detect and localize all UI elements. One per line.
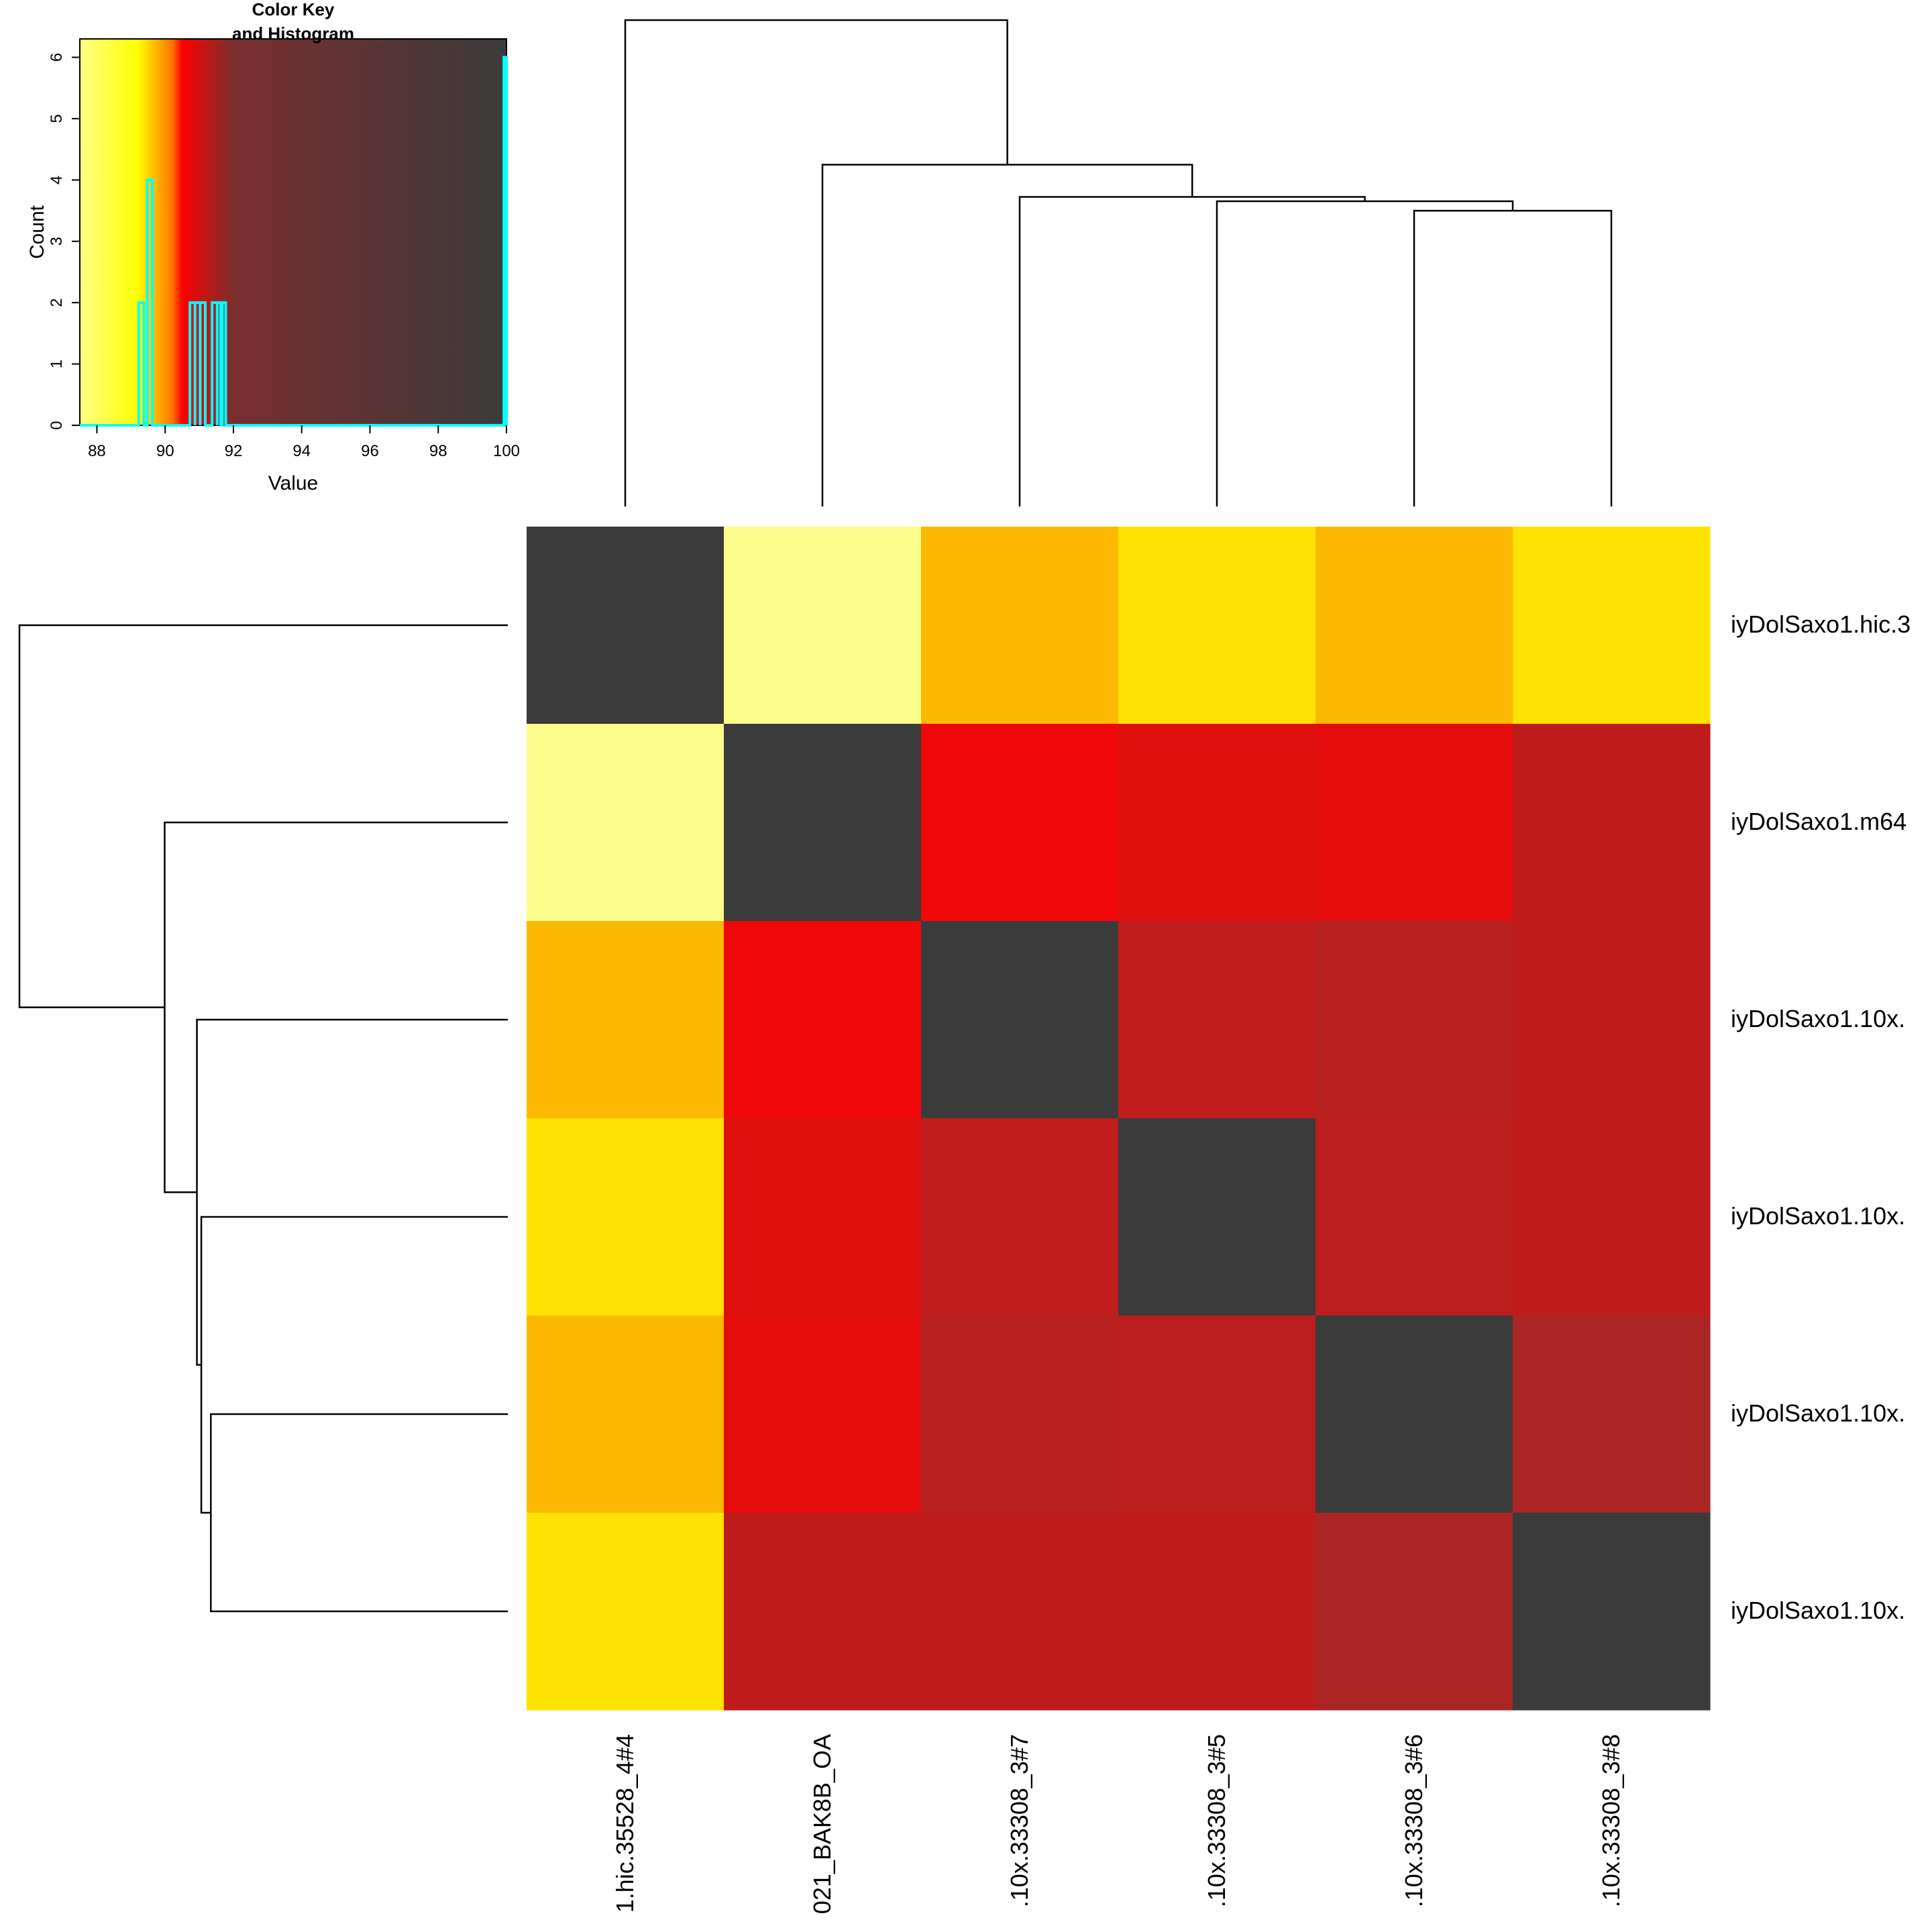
y-tick-label: 6 [48, 53, 66, 62]
x-tick-label: 98 [429, 442, 447, 460]
heatmap-cell: 91.7 [724, 1513, 922, 1711]
heatmap-cell: 91.4 [1118, 724, 1316, 922]
heatmap-cell: 91 [921, 724, 1119, 922]
x-tick-label: 100 [493, 442, 520, 460]
row-labels: iyDolSaxo1.hic.3 iyDolSaxo1.m64 iyDolSaxo1… [1731, 610, 1911, 1624]
column-dendrogram [624, 19, 1613, 506]
color-key-title-line2: and Histogram [232, 23, 354, 44]
x-tick-label: 92 [225, 442, 243, 460]
color-key-gradient [79, 38, 507, 426]
row-label: iyDolSaxo1.hic.3 [1731, 610, 1911, 638]
heatmap-cell: 100 [1118, 1118, 1316, 1316]
heatmap-cell: 91.8 [921, 1316, 1119, 1513]
heatmap-cell: 91.8 [1316, 921, 1513, 1119]
row-dendrogram-link [200, 1216, 508, 1514]
heatmap-cell: 91.1 [724, 1316, 922, 1513]
heatmap-cell: 100 [921, 921, 1119, 1119]
row-label: iyDolSaxo1.10x. [1731, 1202, 1905, 1230]
color-key-y-label: Count [26, 205, 48, 259]
x-tick-label: 90 [156, 442, 174, 460]
heatmap-cell: 89.5 [1513, 527, 1711, 724]
x-tick-label: 88 [88, 442, 106, 460]
color-key-x-axis: 88 90 92 94 96 98 100 [88, 425, 520, 460]
heatmap-cell: 91.7 [921, 1118, 1119, 1316]
heatmap-cell: 100 [724, 724, 922, 922]
row-dendrogram-link [210, 1413, 508, 1613]
column-dendrogram-link [1216, 200, 1514, 506]
y-tick-label: 0 [48, 421, 66, 429]
histogram-bars [80, 56, 508, 427]
y-tick-label: 2 [48, 298, 66, 307]
column-dendrogram-link [1413, 209, 1613, 506]
color-key-title-line1: Color Key [252, 0, 335, 19]
heatmap-cell: 100 [1316, 1316, 1513, 1513]
row-dendrogram-link [18, 624, 508, 1008]
row-label: iyDolSaxo1.m64 [1731, 808, 1907, 835]
row-dendrogram [18, 624, 508, 1613]
histogram-line [80, 56, 508, 427]
heatmap-cell: 91.7 [1316, 1118, 1513, 1316]
column-label: .10x.33308_3#8 [1597, 1734, 1625, 1907]
y-tick-label: 5 [48, 114, 66, 123]
heatmap-grid: 10088.790.389.590.389.588.71009191.491.1… [527, 527, 1711, 1711]
heatmap-cell: 91.7 [1118, 1316, 1316, 1513]
heatmap-cell: 91.4 [724, 1118, 922, 1316]
column-dendrogram-link [1018, 196, 1366, 506]
heatmap-cell: 89.5 [527, 1118, 724, 1316]
column-dendrogram-link [624, 19, 1008, 506]
column-label: .10x.33308_3#6 [1400, 1734, 1428, 1907]
heatmap-cell: 91.7 [1513, 724, 1711, 922]
heatmap-cell: 88.7 [527, 724, 724, 922]
x-tick-label: 96 [361, 442, 379, 460]
heatmap-cell: 90.3 [1316, 527, 1513, 724]
column-labels: 1.hic.35528_4#4 021_BAK8B_OA .10x.33308_3#… [611, 1734, 1625, 1914]
heatmap-cell: 91 [724, 921, 922, 1119]
column-dendrogram-link [821, 164, 1193, 506]
heatmap-cell: 88.7 [724, 527, 922, 724]
y-tick-label: 4 [48, 176, 66, 184]
heatmap-cell: 90.3 [921, 527, 1119, 724]
row-label: iyDolSaxo1.10x. [1731, 1399, 1905, 1427]
color-key-histogram: 88 90 92 94 96 98 100 0 1 2 3 4 5 6 Color Key and Hi… [26, 0, 520, 494]
heatmap-cell: 91.7 [1513, 1118, 1711, 1316]
column-label: .10x.33308_3#5 [1203, 1734, 1230, 1907]
heatmap-cell: 92.2 [1316, 1513, 1513, 1711]
row-label: iyDolSaxo1.10x. [1731, 1597, 1905, 1624]
heatmap-cell: 90.3 [527, 1316, 724, 1513]
heatmap-cell: 91.7 [1118, 1513, 1316, 1711]
heatmap-cell: 90.3 [527, 921, 724, 1119]
row-label: iyDolSaxo1.10x. [1731, 1005, 1905, 1032]
row-dendrogram-link [196, 1018, 508, 1366]
color-key-x-label: Value [268, 472, 319, 494]
heatmap-cell: 89.5 [527, 1513, 724, 1711]
heatmap-cell: 91.7 [921, 1513, 1119, 1711]
color-key-y-axis: 0 1 2 3 4 5 6 [48, 53, 80, 430]
heatmap-cell: 91.7 [1513, 921, 1711, 1119]
heatmap-cell: 100 [527, 527, 724, 724]
heatmap-cell: 91.7 [1118, 921, 1316, 1119]
y-tick-label: 1 [48, 360, 66, 368]
heatmap-cell: 92.2 [1513, 1316, 1711, 1513]
column-label: 1.hic.35528_4#4 [611, 1734, 639, 1913]
heatmap-cell: 100 [1513, 1513, 1711, 1711]
column-label: .10x.33308_3#7 [1006, 1734, 1033, 1907]
heatmap-cell: 91.1 [1316, 724, 1513, 922]
y-tick-label: 3 [48, 237, 66, 246]
row-dendrogram-link [164, 821, 508, 1193]
x-tick-label: 94 [292, 442, 311, 460]
column-label: 021_BAK8B_OA [808, 1734, 836, 1914]
heatmap-cell: 89.5 [1118, 527, 1316, 724]
